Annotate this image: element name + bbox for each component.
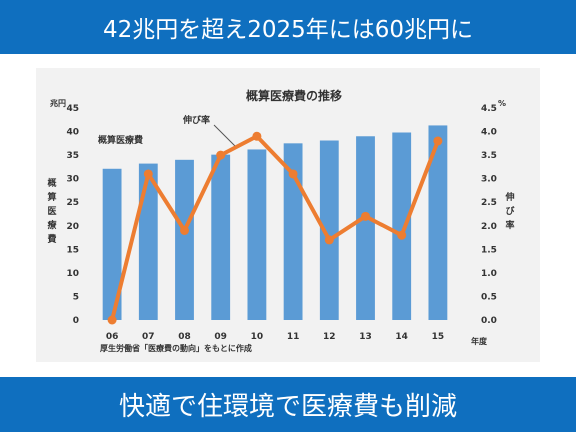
- growth-rate-point: [324, 235, 334, 245]
- y-right-tick: 1.0: [481, 269, 497, 279]
- y-right-tick: 3.5: [481, 151, 497, 161]
- x-tick: 07: [142, 332, 155, 342]
- y-right-tick: 2.0: [481, 222, 497, 232]
- top-banner: 42兆円を超え2025年には60兆円に: [0, 0, 576, 54]
- bar: [211, 154, 231, 320]
- y-right-unit: %: [498, 99, 506, 108]
- bar-series-label: 概算医療費: [98, 134, 143, 146]
- y-right-tick: 4.5: [481, 104, 497, 114]
- line-series-callout: [213, 124, 238, 149]
- y-left-tick: 25: [66, 198, 79, 208]
- x-tick: 09: [214, 332, 227, 342]
- line-series: [107, 131, 443, 325]
- x-tick: 13: [359, 332, 372, 342]
- axes: 0 5 10 15 20 25 30 35 40 45 0.0 0.5 1.0 1.5 2.0 2.5 3.0 3…: [66, 104, 496, 342]
- growth-rate-point: [433, 136, 443, 146]
- y-left-unit: 兆円: [50, 98, 66, 108]
- bar: [283, 143, 303, 320]
- x-tick: 06: [106, 332, 119, 342]
- growth-rate-point: [143, 169, 153, 179]
- bar: [138, 163, 158, 320]
- growth-rate-point: [107, 315, 117, 325]
- x-unit: 年度: [471, 336, 488, 346]
- y-left-tick: 35: [66, 151, 79, 161]
- bottom-banner: 快適で住環境で医療費も削減: [0, 377, 576, 432]
- growth-rate-line: [110, 134, 440, 321]
- bar-series: [102, 125, 448, 320]
- y-right-tick: 0.5: [481, 292, 497, 302]
- y-left-tick: 45: [66, 104, 79, 114]
- y-right-tick: 3.0: [481, 175, 497, 185]
- x-tick: 14: [395, 332, 408, 342]
- y-left-tick: 10: [66, 269, 79, 279]
- x-tick: 08: [178, 332, 191, 342]
- line-series-label: 伸び率: [182, 114, 210, 126]
- x-tick: 15: [432, 332, 445, 342]
- y-left-tick: 30: [66, 175, 79, 185]
- y-right-tick: 1.5: [481, 245, 497, 255]
- bar: [428, 125, 448, 320]
- growth-rate-point: [180, 225, 189, 235]
- growth-rate-point: [252, 131, 262, 141]
- y-left-tick: 15: [66, 245, 79, 255]
- bar: [247, 149, 267, 320]
- bar: [356, 136, 375, 320]
- bar: [319, 140, 339, 320]
- bar: [175, 159, 194, 320]
- growth-rate-point: [397, 230, 407, 240]
- chart-title: 概算医療費の推移: [246, 88, 342, 103]
- y-right-tick: 4.0: [481, 128, 497, 138]
- x-tick: 11: [287, 332, 300, 342]
- medical-cost-chart: 概算医療費の推移 兆円 % 年度 厚生労働省「医療費の動向」をもとに作成 概算医…: [47, 88, 515, 353]
- bar: [102, 168, 122, 320]
- footer-headline: 快適で住環境で医療費も削減: [118, 392, 457, 422]
- headline: 42兆円を超え2025年には60兆円に: [102, 17, 474, 43]
- chart-panel: 概算医療費の推移 兆円 % 年度 厚生労働省「医療費の動向」をもとに作成 概算医…: [36, 68, 540, 362]
- x-tick: 10: [251, 332, 264, 342]
- y-right-label: 伸び率: [504, 191, 515, 231]
- y-left-tick: 5: [73, 292, 79, 302]
- growth-rate-point: [216, 150, 226, 160]
- y-left-tick: 20: [66, 222, 79, 232]
- growth-rate-point: [288, 169, 298, 179]
- growth-rate-point: [361, 211, 370, 221]
- source-note: 厚生労働省「医療費の動向」をもとに作成: [100, 343, 252, 353]
- x-tick: 12: [323, 332, 336, 342]
- y-right-tick: 0.0: [481, 316, 497, 326]
- y-right-tick: 2.5: [481, 198, 497, 208]
- bar: [392, 132, 412, 320]
- y-left-tick: 0: [73, 316, 79, 326]
- y-left-label: 概算医療費: [47, 177, 56, 245]
- y-left-tick: 40: [66, 128, 79, 138]
